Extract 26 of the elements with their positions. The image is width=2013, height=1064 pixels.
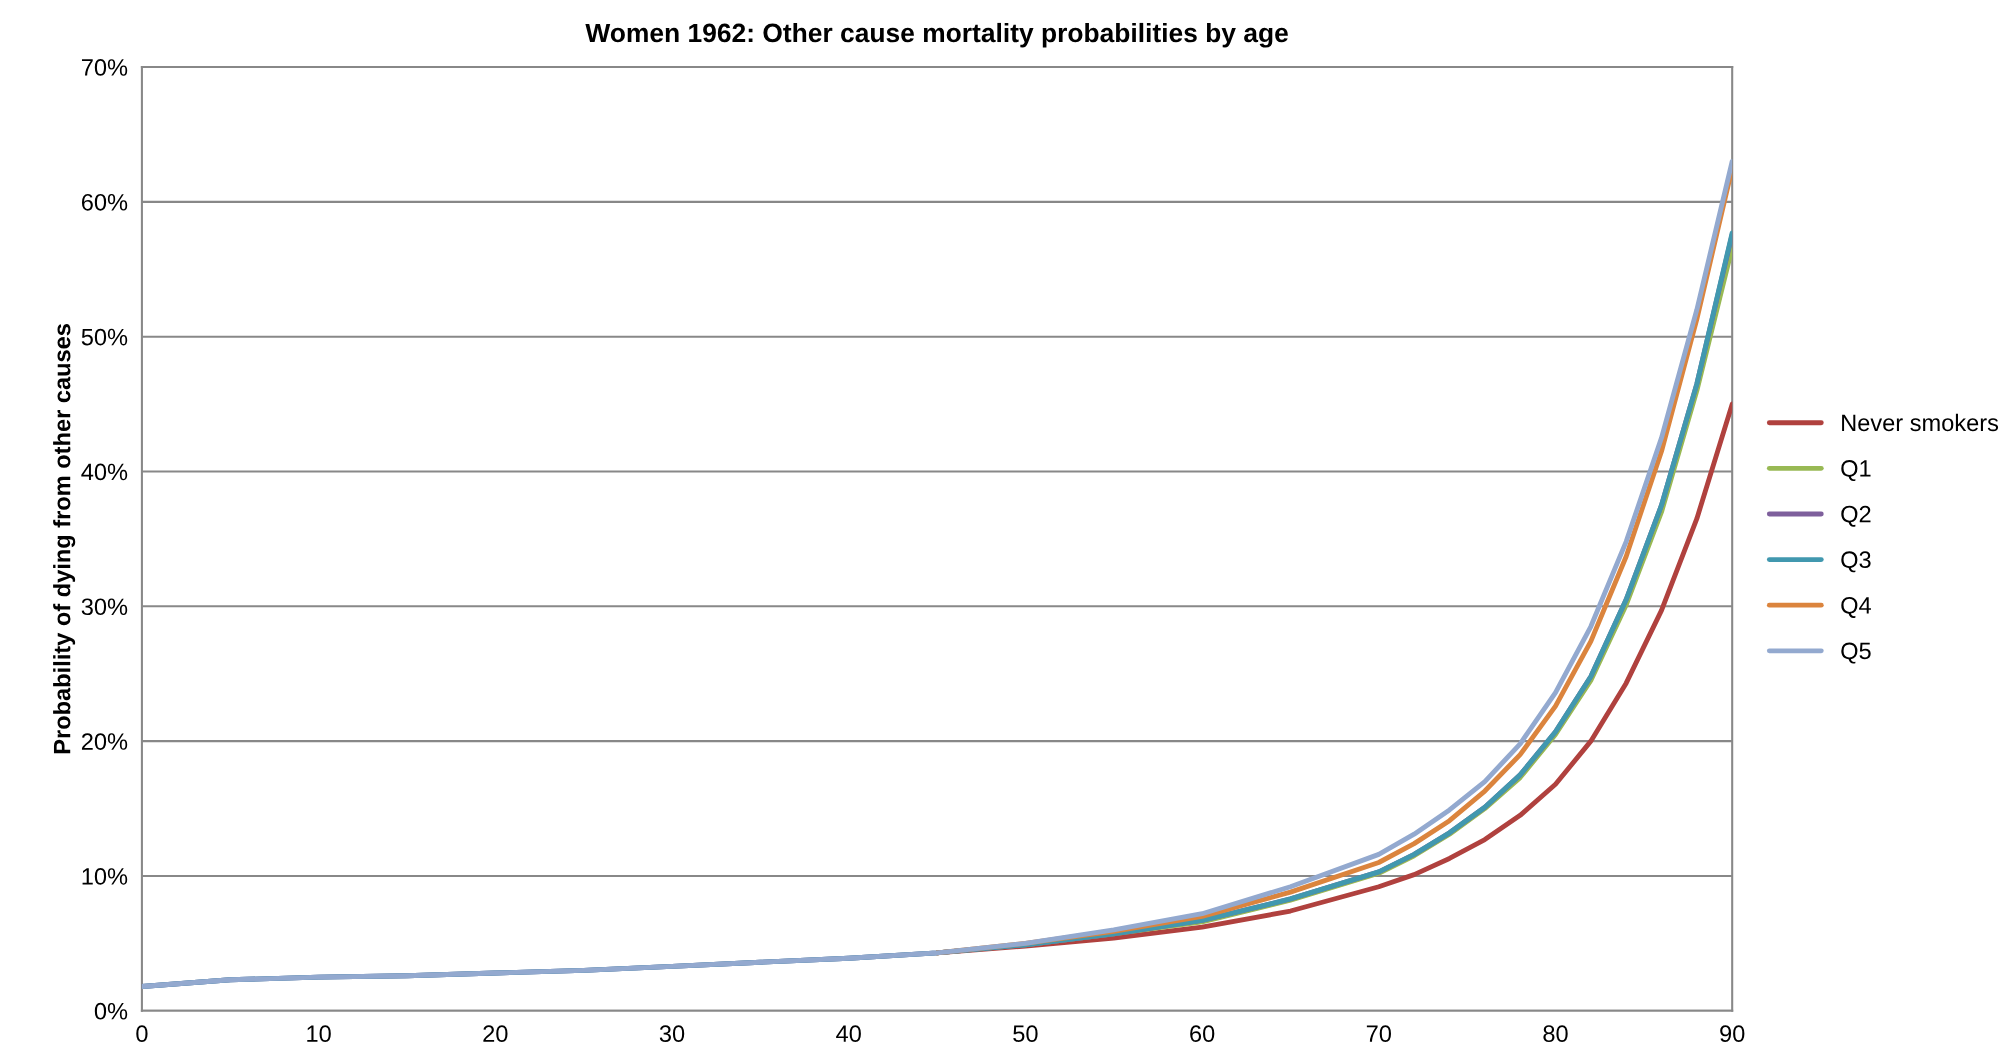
y-tick-label: 20% <box>81 733 128 750</box>
y-tick-label: 40% <box>81 463 128 481</box>
legend-label: Q4 <box>1841 596 1871 618</box>
y-tick-label: 0% <box>94 1002 128 1020</box>
legend-label: Q1 <box>1841 460 1871 482</box>
chart-title: Women 1962: Other cause mortality probabilities by age <box>585 22 1288 48</box>
x-tick-label: 30 <box>659 1025 685 1043</box>
legend-label: Q5 <box>1841 642 1871 664</box>
x-tick-label: 40 <box>836 1025 861 1043</box>
legend-label: Q2 <box>1841 505 1871 527</box>
x-tick-label: 20 <box>483 1025 508 1043</box>
y-tick-label: 10% <box>82 868 128 885</box>
y-axis-title: Probability of dying from other causes <box>53 324 76 754</box>
legend-label: Q3 <box>1841 551 1871 573</box>
y-tick-label: 50% <box>81 328 128 346</box>
y-tick-label: 70% <box>81 59 128 76</box>
x-tick-label: 80 <box>1543 1025 1568 1043</box>
x-tick-label: 50 <box>1013 1025 1038 1043</box>
x-tick-label: 0 <box>136 1025 148 1043</box>
y-tick-label: 30% <box>81 598 128 616</box>
y-tick-label: 60% <box>81 193 128 211</box>
x-tick-label: 10 <box>307 1025 331 1043</box>
x-tick-label: 70 <box>1366 1025 1391 1043</box>
legend-label: Never smokers <box>1842 413 1999 432</box>
x-tick-label: 90 <box>1720 1025 1745 1043</box>
x-tick-label: 60 <box>1190 1025 1215 1043</box>
